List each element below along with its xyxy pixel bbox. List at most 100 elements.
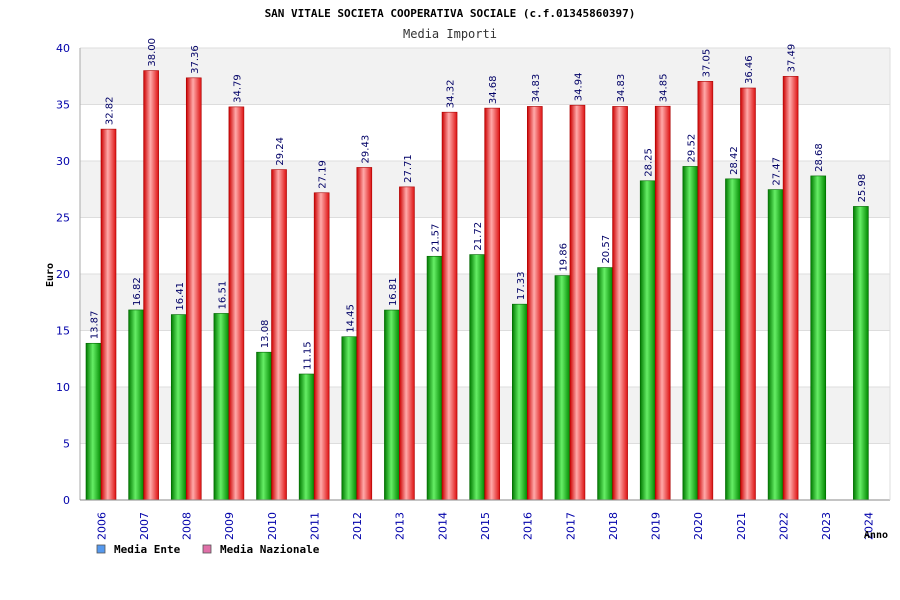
value-label-media-nazionale-2019: 34.85 <box>659 74 670 103</box>
value-label-media-nazionale-2013: 27.71 <box>403 154 414 183</box>
value-label-media-nazionale-2011: 27.19 <box>318 160 329 189</box>
x-axis-label: Anno <box>864 530 888 541</box>
chart-subtitle: Media Importi <box>403 27 497 41</box>
bar-media-ente-2010 <box>256 351 272 501</box>
bar-media-nazionale-2017 <box>569 104 586 501</box>
y-tick-label: 5 <box>63 438 70 451</box>
y-tick-label: 35 <box>56 99 70 112</box>
x-tick-label-2022: 2022 <box>777 512 790 540</box>
bar-media-ente-2021 <box>725 178 741 501</box>
value-label-media-ente-2018: 20.57 <box>601 235 612 264</box>
chart-title: SAN VITALE SOCIETA COOPERATIVA SOCIALE (… <box>265 7 636 20</box>
x-tick-label-2010: 2010 <box>266 512 279 540</box>
bar-media-ente-2008 <box>170 314 187 501</box>
value-label-media-ente-2009: 16.51 <box>217 281 228 310</box>
value-label-media-nazionale-2021: 36.46 <box>744 55 755 84</box>
value-label-media-nazionale-2009: 34.79 <box>232 74 243 103</box>
value-label-media-ente-2023: 28.68 <box>814 143 825 172</box>
bar-media-nazionale-2015 <box>484 107 500 501</box>
y-tick-label: 20 <box>56 268 70 281</box>
x-tick-label-2009: 2009 <box>223 512 236 540</box>
x-tick-label-2023: 2023 <box>820 512 833 540</box>
y-tick-label: 15 <box>56 325 70 338</box>
x-tick-labels: 2006 2007 2008 2009 2010 2011 2012 2013 2014 2015… <box>95 512 875 540</box>
x-tick-label-2020: 2020 <box>692 512 705 540</box>
value-labels: 13.87 32.82 16.82 38.00 16.41 37.36 16.51 34.79… <box>90 38 868 370</box>
y-tick-label: 25 <box>56 212 70 225</box>
value-label-media-ente-2020: 29.52 <box>686 134 697 163</box>
bar-media-ente-2015 <box>469 254 485 501</box>
value-label-media-ente-2021: 28.42 <box>729 146 740 175</box>
value-label-media-nazionale-2014: 34.32 <box>446 80 457 109</box>
value-label-media-ente-2011: 11.15 <box>303 341 314 370</box>
value-label-media-ente-2012: 14.45 <box>345 304 356 333</box>
value-label-media-ente-2006: 13.87 <box>90 311 101 340</box>
bar-media-ente-2020 <box>682 166 699 501</box>
bar-media-ente-2014 <box>426 255 443 501</box>
bar-media-nazionale-2020 <box>697 81 714 501</box>
legend-swatch-media-nazionale <box>202 544 212 554</box>
value-label-media-nazionale-2022: 37.49 <box>787 44 798 73</box>
x-tick-label-2021: 2021 <box>735 512 748 540</box>
x-tick-label-2012: 2012 <box>351 512 364 540</box>
value-label-media-ente-2024: 25.98 <box>857 174 868 203</box>
bar-media-ente-2017 <box>554 275 571 501</box>
y-tick-label: 10 <box>56 381 70 394</box>
value-label-media-nazionale-2015: 34.68 <box>488 75 499 104</box>
bar-media-ente-2006 <box>85 342 102 501</box>
x-tick-label-2024: 2024 <box>863 512 876 540</box>
y-tick-label: 40 <box>56 42 70 55</box>
bar-media-nazionale-2022 <box>782 76 799 501</box>
value-label-media-nazionale-2006: 32.82 <box>105 96 116 125</box>
x-tick-label-2014: 2014 <box>436 512 449 540</box>
bar-media-nazionale-2019 <box>654 105 671 501</box>
value-label-media-nazionale-2010: 29.24 <box>275 137 286 166</box>
y-axis-label: Euro <box>45 263 56 287</box>
bar-media-nazionale-2007 <box>143 70 159 501</box>
bar-media-nazionale-2009 <box>228 106 245 501</box>
bar-media-ente-2012 <box>341 336 358 501</box>
legend: Media Ente Media Nazionale <box>96 543 320 556</box>
x-tick-label-2008: 2008 <box>181 512 194 540</box>
bar-media-ente-2013 <box>384 309 400 501</box>
value-label-media-ente-2019: 28.25 <box>644 148 655 177</box>
value-label-media-ente-2014: 21.57 <box>431 224 442 253</box>
bar-media-nazionale-2016 <box>527 106 543 501</box>
x-tick-label-2019: 2019 <box>650 512 663 540</box>
bar-media-nazionale-2008 <box>185 77 202 501</box>
bar-media-ente-2018 <box>597 267 613 501</box>
value-label-media-nazionale-2008: 37.36 <box>190 45 201 74</box>
bar-media-nazionale-2006 <box>100 128 117 501</box>
x-tick-label-2017: 2017 <box>564 512 577 540</box>
legend-label-media-ente: Media Ente <box>114 543 181 556</box>
value-label-media-nazionale-2007: 38.00 <box>147 38 158 67</box>
value-label-media-nazionale-2016: 34.83 <box>531 74 542 103</box>
value-label-media-ente-2008: 16.41 <box>175 282 186 311</box>
bar-media-ente-2022 <box>767 189 784 501</box>
bar-media-nazionale-2021 <box>740 87 756 501</box>
value-label-media-ente-2010: 13.08 <box>260 320 271 349</box>
y-tick-label: 0 <box>63 494 70 507</box>
value-label-media-ente-2015: 21.72 <box>473 222 484 251</box>
x-tick-label-2013: 2013 <box>394 512 407 540</box>
value-label-media-nazionale-2012: 29.43 <box>360 135 371 164</box>
bar-media-ente-2016 <box>512 303 528 501</box>
bar-media-nazionale-2014 <box>441 111 458 501</box>
bar-media-ente-2009 <box>213 313 230 501</box>
value-label-media-nazionale-2018: 34.83 <box>616 74 627 103</box>
bar-media-nazionale-2012 <box>356 167 373 501</box>
value-label-media-ente-2007: 16.82 <box>132 277 143 306</box>
x-tick-label-2011: 2011 <box>308 512 321 540</box>
value-label-media-ente-2017: 19.86 <box>558 243 569 272</box>
value-label-media-ente-2013: 16.81 <box>388 277 399 306</box>
x-tick-label-2018: 2018 <box>607 512 620 540</box>
bar-media-nazionale-2013 <box>399 186 415 501</box>
y-tick-labels: 0 5 10 15 20 25 30 35 40 <box>56 42 70 507</box>
x-tick-label-2016: 2016 <box>522 512 535 540</box>
bar-media-ente-2007 <box>128 309 144 501</box>
bar-media-ente-2019 <box>639 180 656 501</box>
x-tick-label-2015: 2015 <box>479 512 492 540</box>
x-tick-label-2007: 2007 <box>138 512 151 540</box>
value-label-media-ente-2022: 27.47 <box>772 157 783 186</box>
bar-media-nazionale-2011 <box>313 192 330 501</box>
